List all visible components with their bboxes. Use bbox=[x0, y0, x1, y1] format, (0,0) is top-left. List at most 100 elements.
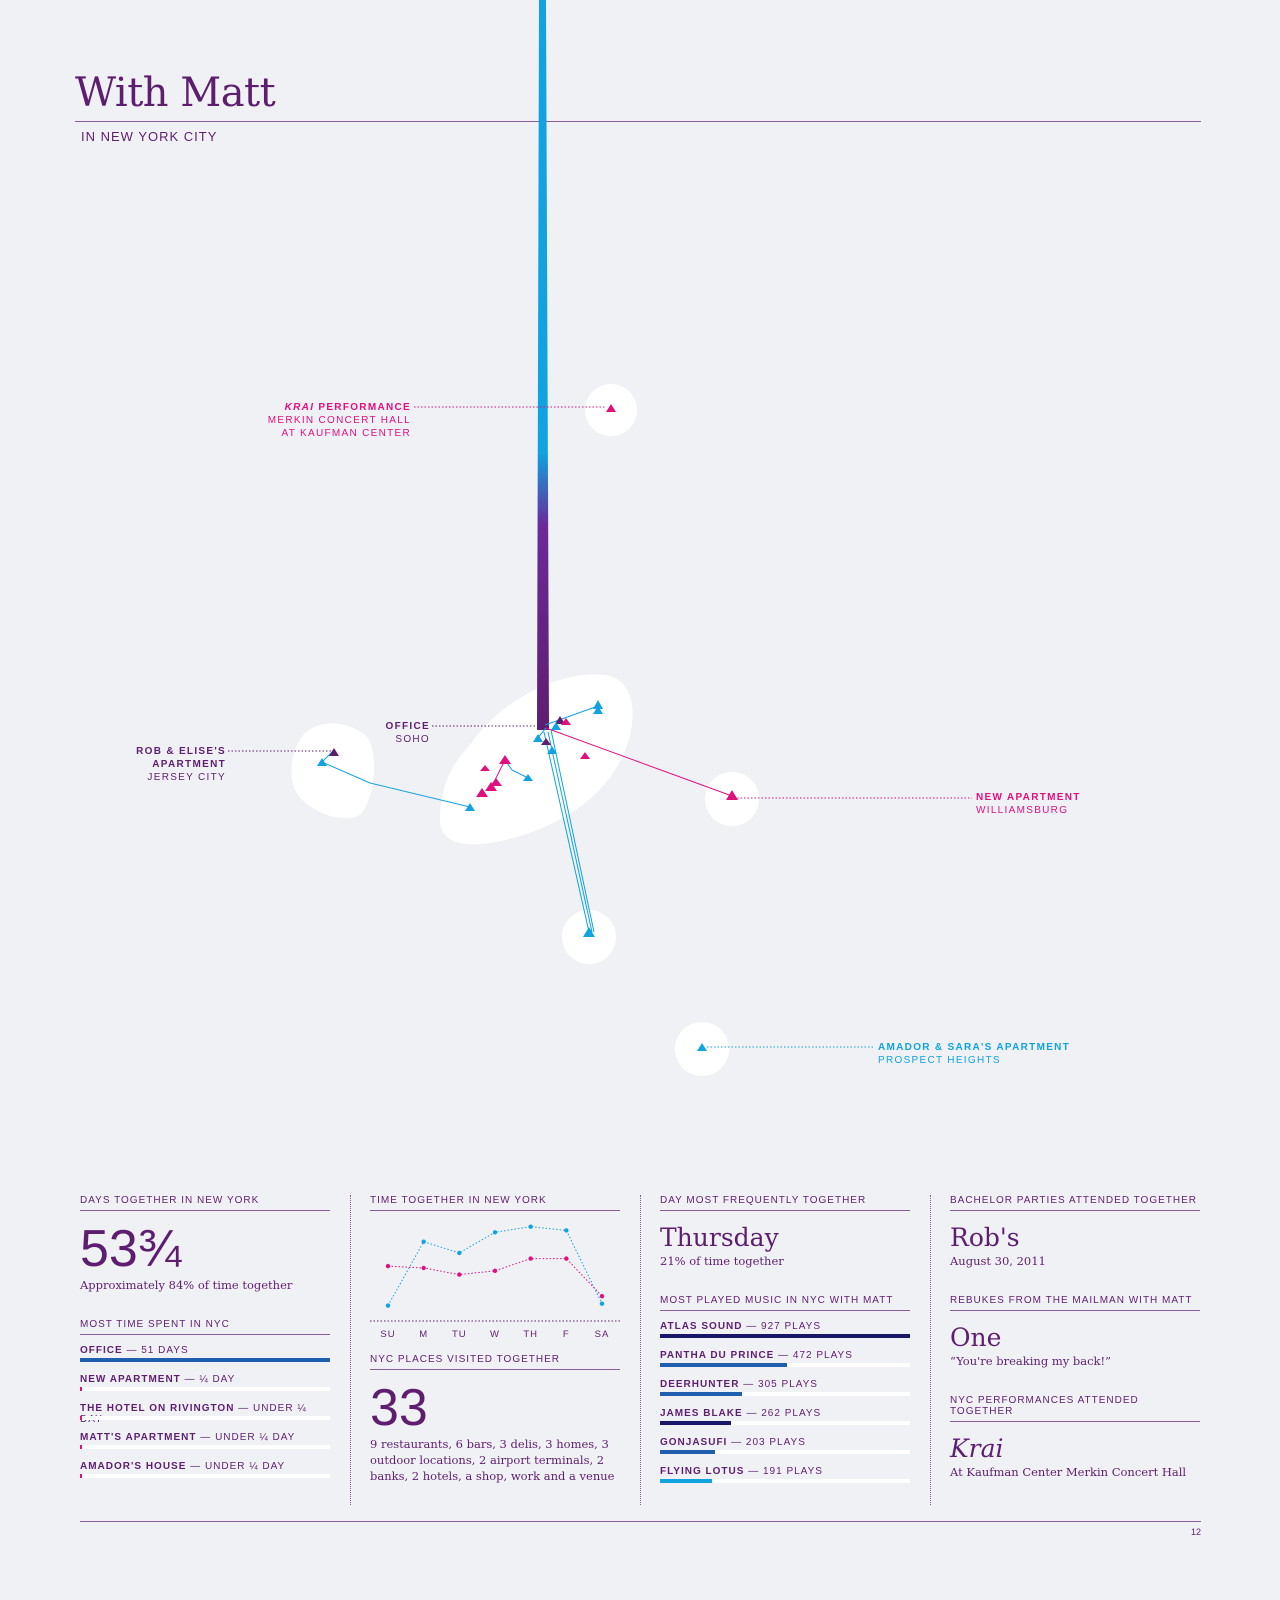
series-line-1 bbox=[387, 1258, 603, 1297]
music-row: FLYING LOTUS — 191 PLAYS bbox=[660, 1456, 910, 1485]
data-point bbox=[492, 1230, 498, 1235]
stats-column-3: DAY MOST FREQUENTLY TOGETHER Thursday 21… bbox=[660, 1195, 910, 1485]
most-time-name: NEW APARTMENT bbox=[80, 1374, 181, 1385]
most-time-value: — ¼ DAY bbox=[180, 1374, 236, 1385]
most-time-bar-fill bbox=[80, 1387, 82, 1391]
days-together-note: Approximately 84% of time together bbox=[80, 1278, 293, 1292]
music-name: PANTHA DU PRINCE bbox=[660, 1350, 775, 1361]
music-value: — 203 PLAYS bbox=[727, 1437, 806, 1448]
rebukes-value: One bbox=[950, 1323, 1002, 1352]
most-time-value: — UNDER ¼ DAY bbox=[196, 1432, 296, 1443]
music-bar-track bbox=[660, 1479, 910, 1483]
x-tick-label: W bbox=[490, 1329, 500, 1340]
places-visited-value: 33 bbox=[370, 1379, 428, 1437]
music-value: — 927 PLAYS bbox=[742, 1321, 822, 1332]
day-most-value: Thursday bbox=[660, 1223, 779, 1252]
most-time-name: THE HOTEL ON RIVINGTON bbox=[80, 1403, 235, 1414]
music-value: — 262 PLAYS bbox=[742, 1408, 822, 1419]
stats-column-2: TIME TOGETHER IN NEW YORK SU M TU W TH F SA NY… bbox=[370, 1195, 620, 1484]
column-separator bbox=[350, 1195, 351, 1505]
places-visited-note: 9 restaurants, 6 bars, 3 delis, 3 homes,… bbox=[370, 1437, 615, 1483]
data-point bbox=[599, 1301, 605, 1306]
data-point bbox=[564, 1228, 569, 1233]
office-label: OFFICE SOHO bbox=[385, 721, 430, 745]
music-name: ATLAS SOUND bbox=[660, 1321, 743, 1332]
most-time-bar-track bbox=[80, 1387, 330, 1391]
page-title: With Matt bbox=[75, 70, 276, 116]
stats-column-4: BACHELOR PARTIES ATTENDED TOGETHER Rob's… bbox=[950, 1195, 1200, 1480]
most-time-row: OFFICE — 51 DAYS bbox=[80, 1335, 330, 1364]
new-apartment-label: NEW APARTMENT WILLIAMSBURG bbox=[976, 792, 1081, 816]
most-time-bar-fill bbox=[80, 1416, 82, 1420]
office-time-beam bbox=[537, 0, 549, 730]
performances-heading: NYC PERFORMANCES ATTENDED TOGETHER bbox=[950, 1395, 1200, 1422]
most-time-row: NEW APARTMENT — ¼ DAY bbox=[80, 1364, 330, 1393]
bachelor-value: Rob's bbox=[950, 1223, 1020, 1252]
krai-performance-label: KRAI PERFORMANCE MERKIN CONCERT HALL AT … bbox=[267, 402, 411, 439]
performances-value: Krai bbox=[950, 1434, 1004, 1463]
data-point bbox=[457, 1250, 462, 1256]
most-time-row: THE HOTEL ON RIVINGTON — UNDER ¼ DAY bbox=[80, 1393, 330, 1425]
data-point bbox=[599, 1294, 605, 1299]
jersey-city-landmass bbox=[291, 723, 375, 819]
music-row: DEERHUNTER — 305 PLAYS bbox=[660, 1369, 910, 1398]
amador-sara-apartment-label: AMADOR & SARA'S APARTMENT PROSPECT HEIGH… bbox=[878, 1042, 1071, 1066]
music-name: DEERHUNTER bbox=[660, 1379, 740, 1390]
most-time-bar-fill bbox=[80, 1474, 82, 1478]
most-time-heading: MOST TIME SPENT IN NYC bbox=[80, 1319, 330, 1335]
music-heading: MOST PLAYED MUSIC IN NYC WITH MATT bbox=[660, 1295, 910, 1311]
music-row: ATLAS SOUND — 927 PLAYS bbox=[660, 1311, 910, 1340]
music-value: — 305 PLAYS bbox=[739, 1379, 818, 1390]
manhattan-landmass bbox=[440, 674, 633, 845]
x-tick-label: F bbox=[563, 1329, 570, 1340]
stats-column-1: DAYS TOGETHER IN NEW YORK 53¾ Approximat… bbox=[80, 1195, 330, 1480]
music-bar-fill bbox=[660, 1334, 910, 1338]
data-point bbox=[528, 1256, 533, 1261]
bachelor-heading: BACHELOR PARTIES ATTENDED TOGETHER bbox=[950, 1195, 1200, 1211]
days-together-value: 53¾ bbox=[80, 1220, 182, 1278]
music-bar-track bbox=[660, 1392, 910, 1396]
music-bar-track bbox=[660, 1334, 910, 1338]
most-time-row: MATT'S APARTMENT — UNDER ¼ DAY bbox=[80, 1422, 330, 1451]
music-row: GONJASUFI — 203 PLAYS bbox=[660, 1427, 910, 1456]
music-value: — 472 PLAYS bbox=[774, 1350, 853, 1361]
music-bar-track bbox=[660, 1450, 910, 1454]
music-name: GONJASUFI bbox=[660, 1437, 728, 1448]
music-value: — 191 PLAYS bbox=[744, 1466, 823, 1477]
most-time-bar-fill bbox=[80, 1358, 330, 1362]
data-point bbox=[421, 1265, 426, 1271]
most-time-bar-track bbox=[80, 1416, 330, 1420]
footer-rule bbox=[80, 1521, 1201, 1522]
most-time-bar-fill bbox=[80, 1445, 82, 1449]
x-tick-label: TU bbox=[452, 1329, 467, 1340]
column-separator bbox=[930, 1195, 931, 1505]
page-subtitle: IN NEW YORK CITY bbox=[81, 129, 218, 144]
most-time-value: — 51 DAYS bbox=[122, 1345, 189, 1356]
most-time-value: — UNDER ¼ DAY bbox=[186, 1461, 286, 1472]
data-point bbox=[421, 1239, 426, 1244]
most-time-bar-track bbox=[80, 1445, 330, 1449]
performances-note: At Kaufman Center Merkin Concert Hall bbox=[950, 1465, 1187, 1479]
music-bar-fill bbox=[660, 1363, 788, 1367]
data-point bbox=[385, 1303, 391, 1308]
data-point bbox=[492, 1268, 498, 1274]
x-tick-label: TH bbox=[523, 1329, 538, 1340]
music-bar-fill bbox=[660, 1421, 731, 1425]
page-number: 12 bbox=[1190, 1527, 1201, 1537]
day-most-note: 21% of time together bbox=[660, 1254, 784, 1268]
music-bar-track bbox=[660, 1421, 910, 1425]
rebukes-note: “You're breaking my back!” bbox=[950, 1354, 1112, 1368]
x-tick-label: M bbox=[419, 1329, 428, 1340]
most-time-bar-track bbox=[80, 1474, 330, 1478]
places-visited-heading: NYC PLACES VISITED TOGETHER bbox=[370, 1354, 620, 1370]
most-time-bar-track bbox=[80, 1358, 330, 1362]
bachelor-note: August 30, 2011 bbox=[950, 1254, 1046, 1268]
music-row: PANTHA DU PRINCE — 472 PLAYS bbox=[660, 1340, 910, 1369]
music-name: JAMES BLAKE bbox=[660, 1408, 743, 1419]
title-rule bbox=[75, 121, 1201, 122]
music-bar-fill bbox=[660, 1479, 712, 1483]
day-most-heading: DAY MOST FREQUENTLY TOGETHER bbox=[660, 1195, 910, 1211]
most-time-name: OFFICE bbox=[80, 1345, 123, 1356]
data-point bbox=[528, 1224, 533, 1229]
most-time-list: OFFICE — 51 DAYS NEW APARTMENT — ¼ DAY THE… bbox=[80, 1335, 330, 1480]
